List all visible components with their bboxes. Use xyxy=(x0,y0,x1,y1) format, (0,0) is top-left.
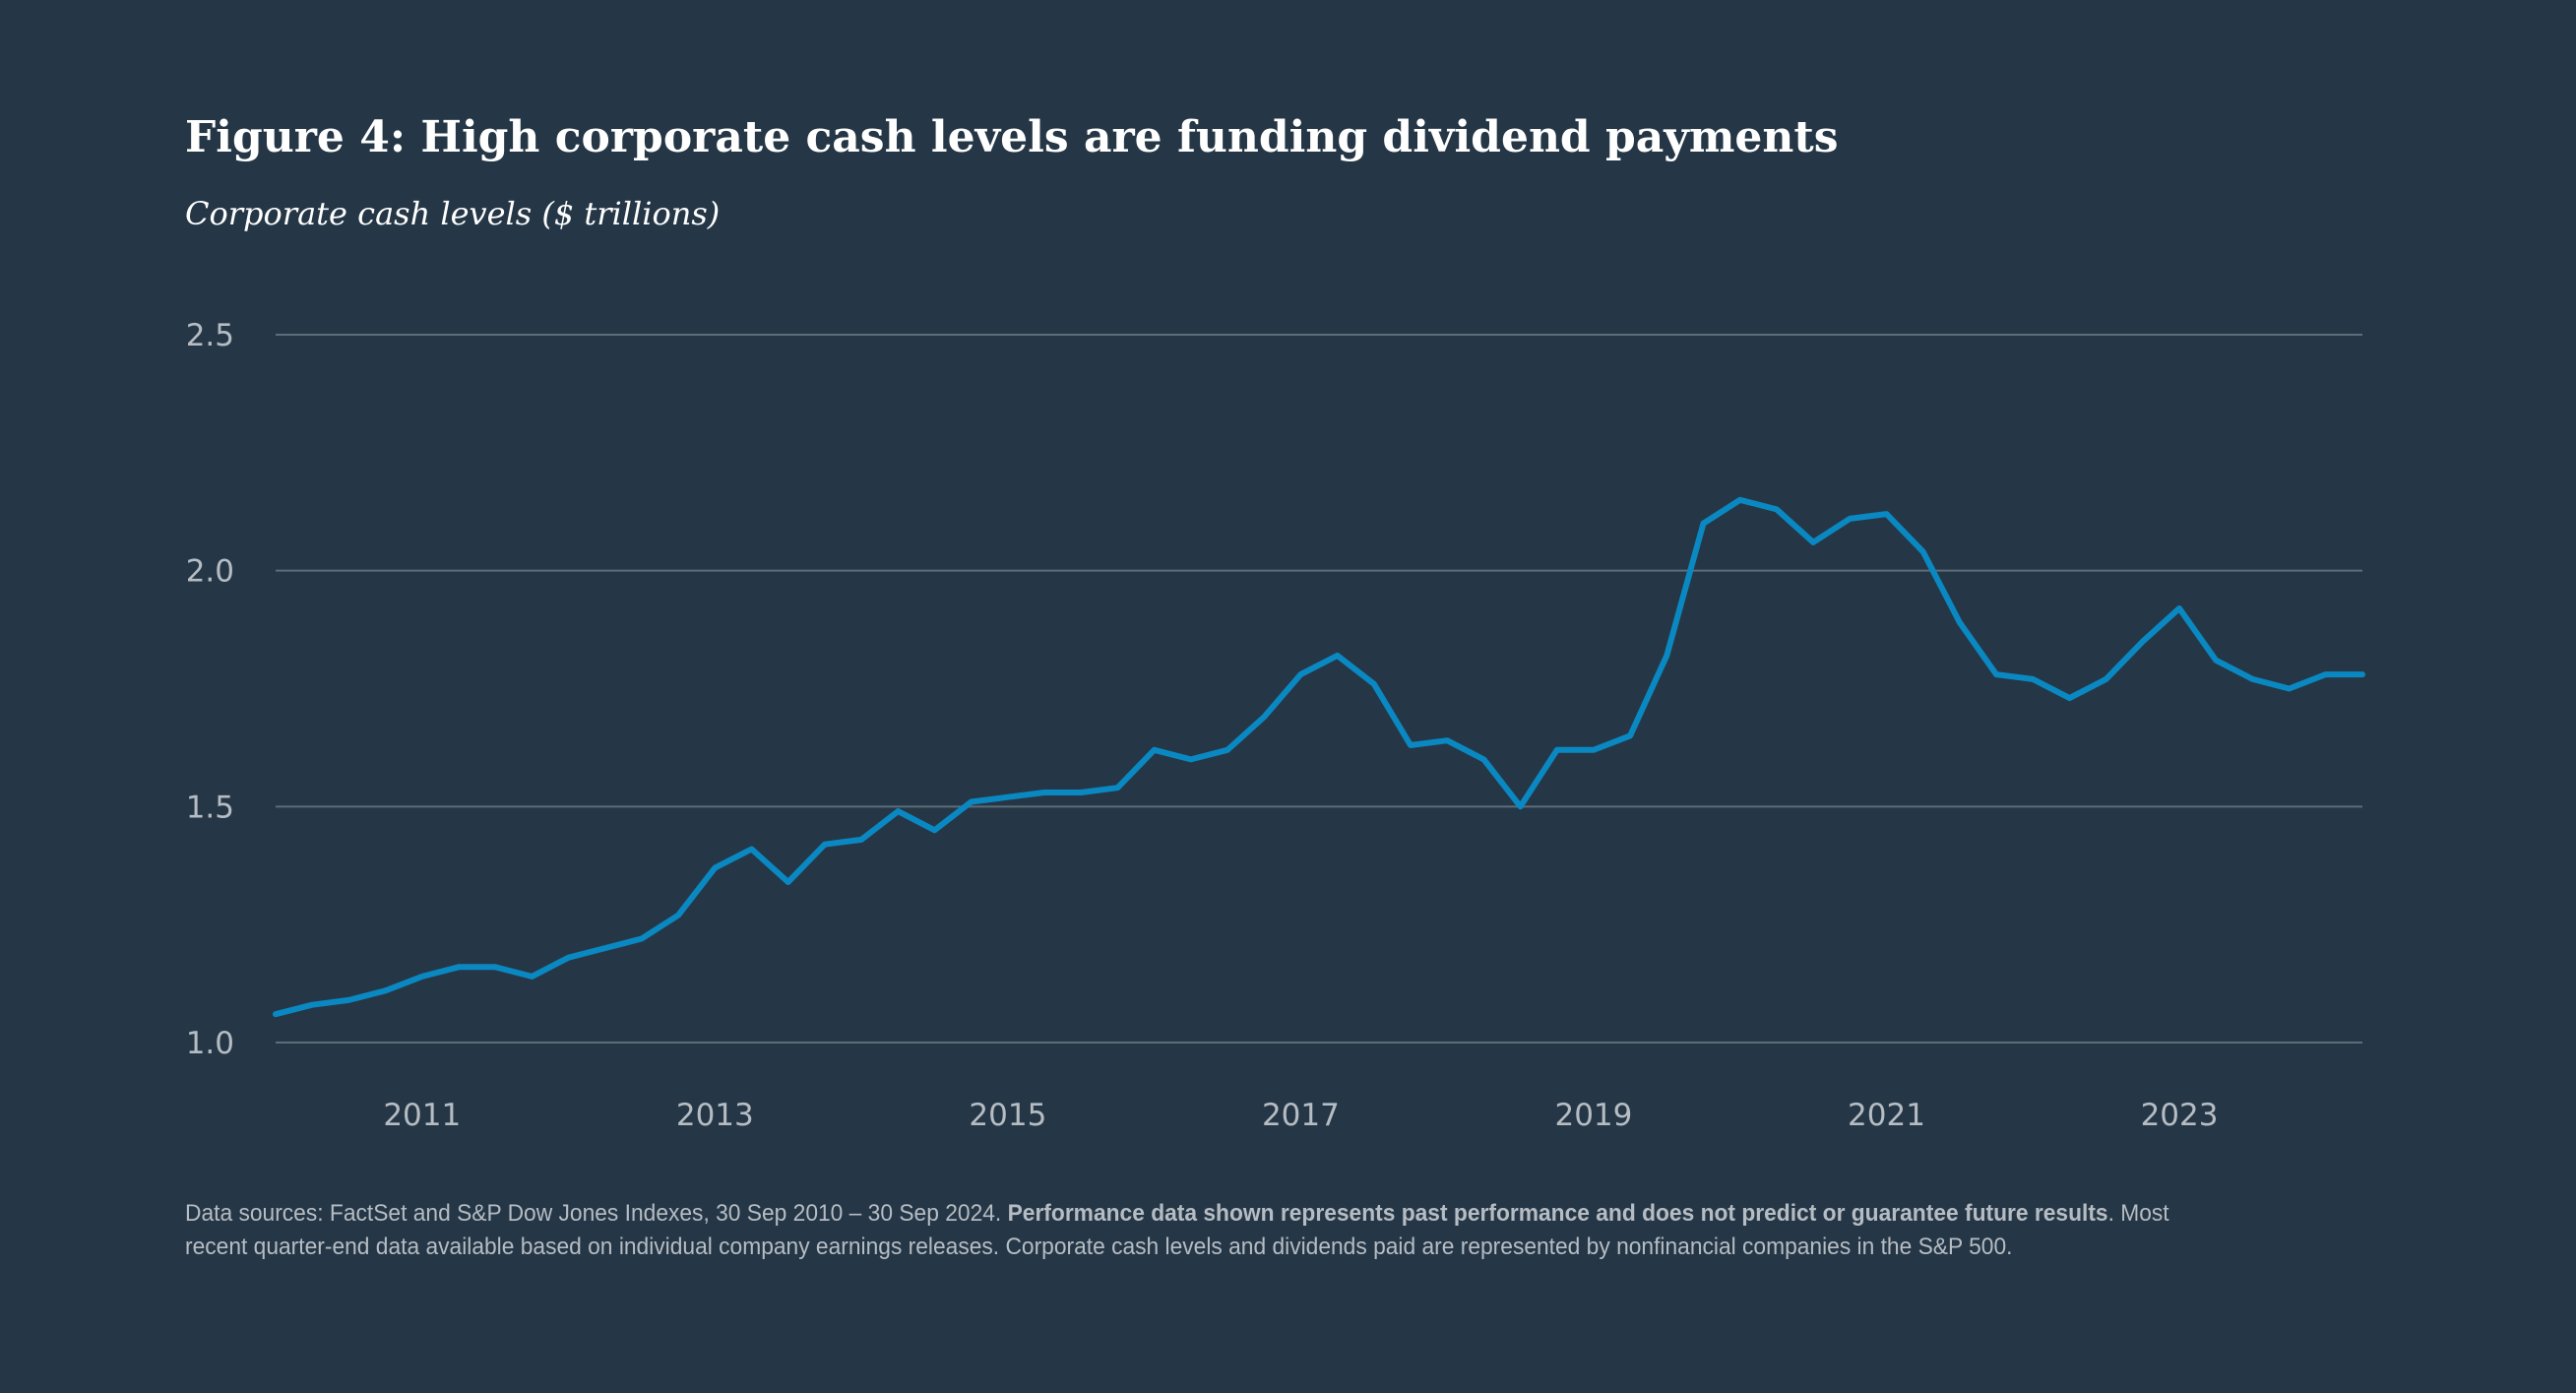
y-axis-ticks: 1.0 1.5 2.0 2.5 xyxy=(186,318,234,1061)
line-chart: 1.0 1.5 2.0 2.5 2011 2013 2015 2017 2019 2021 202… xyxy=(186,318,2365,1133)
x-tick-label: 2019 xyxy=(1554,1098,1632,1133)
footnote: Data sources: FactSet and S&P Dow Jones … xyxy=(185,1197,2194,1264)
y-tick-label: 1.0 xyxy=(186,1026,234,1061)
footnote-notes: . Most recent quarter-end data available… xyxy=(185,1200,2169,1260)
x-tick-label: 2023 xyxy=(2141,1098,2219,1133)
chart-title: Figure 4: High corporate cash levels are… xyxy=(185,112,1839,162)
x-tick-label: 2011 xyxy=(383,1098,461,1133)
series-line-0 xyxy=(273,496,2365,1018)
x-tick-label: 2015 xyxy=(969,1098,1046,1133)
y-tick-label: 1.5 xyxy=(186,790,234,825)
footnote-sources: Data sources: FactSet and S&P Dow Jones … xyxy=(185,1200,1008,1227)
footnote-disclaimer: Performance data shown represents past p… xyxy=(1007,1200,2108,1227)
y-tick-label: 2.0 xyxy=(186,554,234,590)
gridlines xyxy=(276,334,2362,1044)
x-tick-label: 2021 xyxy=(1848,1098,1925,1133)
series-layer xyxy=(273,496,2365,1018)
chart-subtitle: Corporate cash levels ($ trillions) xyxy=(185,195,721,232)
x-tick-label: 2017 xyxy=(1262,1098,1340,1133)
x-tick-label: 2013 xyxy=(676,1098,754,1133)
x-axis-ticks: 2011 2013 2015 2017 2019 2021 2023 xyxy=(383,1098,2218,1133)
y-tick-label: 2.5 xyxy=(186,318,234,353)
